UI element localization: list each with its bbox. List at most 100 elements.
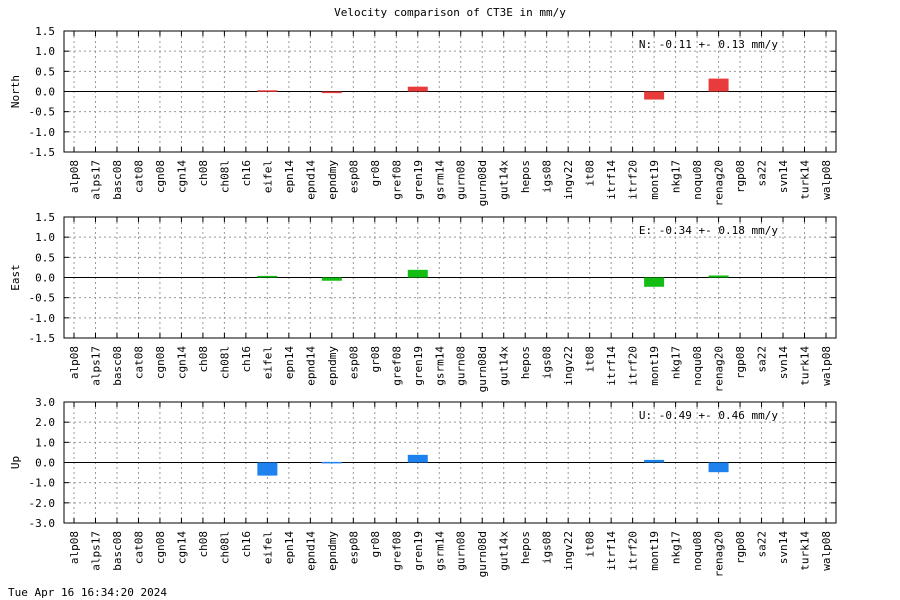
x-tick-label: walp08 (820, 531, 833, 571)
x-tick-label: alp08 (68, 531, 81, 564)
x-tick-label: alps17 (89, 346, 102, 386)
y-tick-label: 0.0 (35, 272, 55, 285)
bar-epndmy (321, 91, 342, 94)
y-tick-label: -3.0 (29, 517, 56, 530)
stat-annotation: N: -0.11 +- 0.13 mm/y (639, 38, 778, 51)
x-tick-label: mont19 (648, 531, 661, 571)
x-tick-label: alps17 (89, 531, 102, 571)
bar-gren19 (407, 86, 428, 92)
x-tick-label: epn14 (283, 160, 296, 193)
x-tick-label: gurn08 (455, 346, 468, 386)
x-tick-label: turk14 (799, 531, 812, 571)
y-tick-label: 0.5 (35, 251, 55, 264)
x-tick-label: noqu08 (691, 531, 704, 571)
x-tick-label: ch16 (240, 531, 253, 558)
x-tick-label: ch08l (218, 531, 231, 564)
x-tick-label: itrf14 (605, 346, 618, 386)
x-tick-label: it08 (584, 160, 597, 187)
bar-mont19 (644, 91, 665, 100)
bar-mont19 (644, 459, 665, 463)
x-tick-label: rgp08 (734, 346, 747, 379)
x-tick-label: basc08 (111, 160, 124, 200)
plot-frame (63, 401, 837, 524)
x-tick-label: alp08 (68, 160, 81, 193)
x-tick-label: nkg17 (670, 531, 683, 564)
x-tick-label: epnd14 (304, 346, 317, 386)
plot-frame (63, 216, 837, 339)
x-tick-label: epndmy (326, 346, 339, 386)
y-tick-label: 1.0 (35, 436, 55, 449)
x-tick-label: mont19 (648, 160, 661, 200)
x-tick-label: gren19 (412, 160, 425, 200)
x-tick-label: nkg17 (670, 160, 683, 193)
x-tick-label: sa22 (756, 531, 769, 558)
y-axis-label: North (9, 75, 22, 108)
x-tick-label: esp08 (347, 531, 360, 564)
bar-renag20 (708, 78, 729, 92)
x-tick-label: svn14 (777, 160, 790, 193)
y-tick-label: -0.5 (29, 292, 56, 305)
x-tick-label: gref08 (390, 346, 403, 386)
x-tick-label: eifel (261, 160, 274, 193)
x-tick-label: ch16 (240, 160, 253, 187)
x-tick-label: cgn14 (175, 346, 188, 379)
chart-title: Velocity comparison of CT3E in mm/y (334, 6, 566, 19)
x-tick-label: itrf14 (605, 160, 618, 200)
x-tick-label: epnd14 (304, 160, 317, 200)
x-tick-label: cgn08 (154, 346, 167, 379)
x-tick-label: it08 (584, 346, 597, 373)
x-tick-label: gr08 (369, 160, 382, 187)
x-tick-label: gren19 (412, 531, 425, 571)
bar-eifel (257, 462, 278, 476)
x-tick-label: cat08 (132, 160, 145, 193)
x-tick-label: gref08 (390, 531, 403, 571)
y-tick-label: 3.0 (35, 396, 55, 409)
bar-mont19 (644, 277, 665, 287)
timestamp: Tue Apr 16 16:34:20 2024 (8, 586, 167, 599)
x-tick-label: walp08 (820, 160, 833, 200)
x-tick-label: cat08 (132, 531, 145, 564)
x-tick-label: turk14 (799, 160, 812, 200)
x-tick-label: ingv22 (562, 531, 575, 571)
x-tick-label: cgn14 (175, 531, 188, 564)
y-tick-label: 1.0 (35, 45, 55, 58)
x-tick-label: gut14x (498, 346, 511, 386)
bar-epndmy (321, 277, 342, 281)
x-tick-label: renag20 (713, 160, 726, 206)
stat-annotation: U: -0.49 +- 0.46 mm/y (639, 409, 778, 422)
y-tick-label: -1.0 (29, 477, 56, 490)
y-tick-label: -0.5 (29, 106, 56, 119)
x-tick-label: rgp08 (734, 531, 747, 564)
x-tick-label: igs08 (541, 160, 554, 193)
y-tick-label: 0.5 (35, 65, 55, 78)
x-tick-label: epn14 (283, 531, 296, 564)
x-tick-label: eifel (261, 531, 274, 564)
x-tick-label: gr08 (369, 346, 382, 373)
x-tick-label: noqu08 (691, 160, 704, 200)
x-tick-label: epndmy (326, 531, 339, 571)
x-tick-label: gurn08d (476, 160, 489, 206)
x-tick-label: itrf20 (627, 531, 640, 571)
x-tick-label: gren19 (412, 346, 425, 386)
x-tick-label: ch16 (240, 346, 253, 373)
x-tick-label: gurn08d (476, 346, 489, 392)
x-tick-label: mont19 (648, 346, 661, 386)
y-axis-label: East (9, 264, 22, 291)
x-tick-label: gr08 (369, 531, 382, 558)
y-tick-label: -1.5 (29, 332, 56, 345)
stat-annotation: E: -0.34 +- 0.18 mm/y (639, 224, 778, 237)
x-tick-label: itrf20 (627, 346, 640, 386)
x-tick-label: eifel (261, 346, 274, 379)
x-tick-label: ch08l (218, 160, 231, 193)
y-tick-label: 1.5 (35, 211, 55, 224)
x-tick-label: igs08 (541, 346, 554, 379)
x-tick-label: walp08 (820, 346, 833, 386)
x-tick-label: ingv22 (562, 346, 575, 386)
bar-epndmy (321, 461, 342, 464)
bar-gren19 (407, 454, 428, 463)
x-tick-label: hepos (519, 160, 532, 193)
x-tick-label: cgn14 (175, 160, 188, 193)
y-tick-label: -1.5 (29, 146, 56, 159)
x-tick-label: it08 (584, 531, 597, 558)
